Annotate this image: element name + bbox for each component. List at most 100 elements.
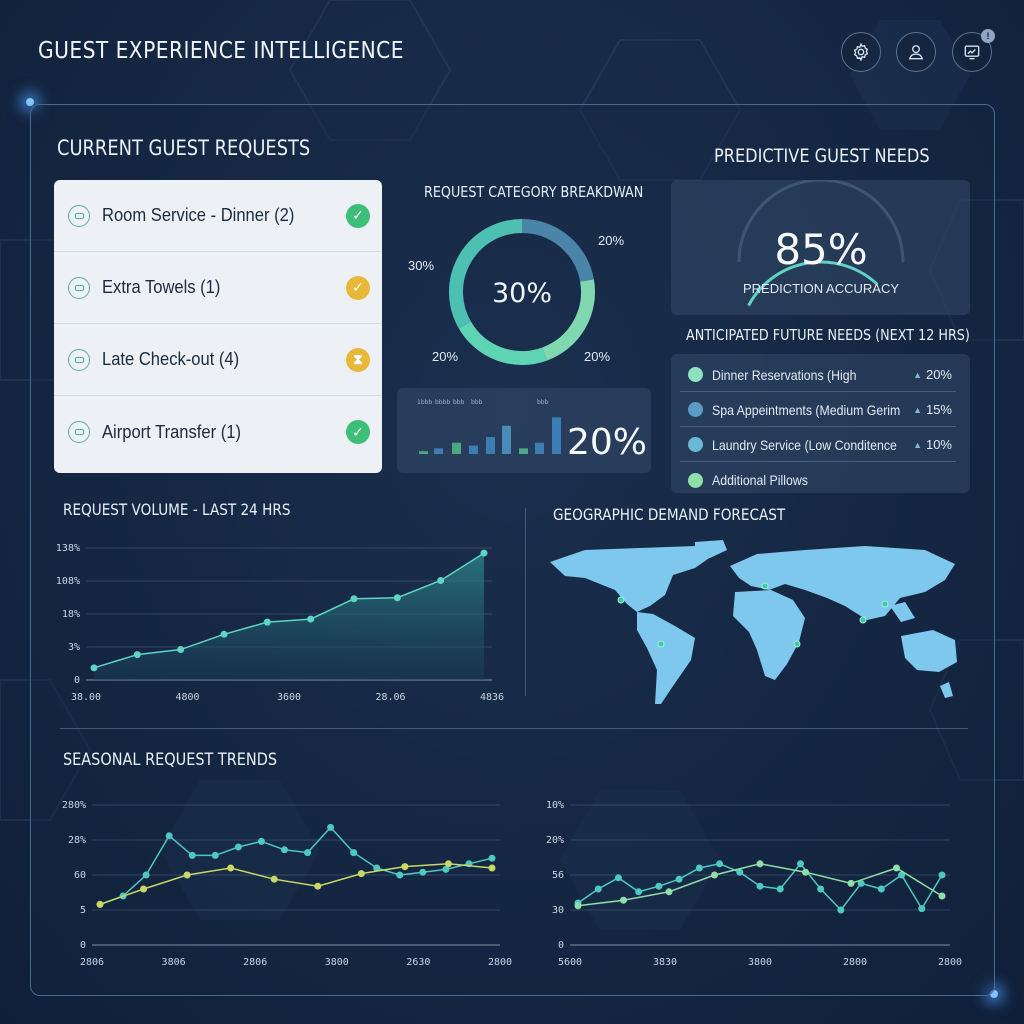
data-point [373,864,381,872]
data-point [594,885,602,893]
data-point [314,882,322,890]
future-needs-panel [671,354,970,493]
data-point [480,549,488,557]
request-row[interactable]: Late Check-out (4) ⧗ [54,324,382,396]
corner-glow-top-left [26,98,34,106]
request-row[interactable]: Room Service - Dinner (2) ✓ [54,180,382,252]
y-tick-label: 3% [68,642,80,653]
data-point [263,618,271,626]
data-point [211,851,219,859]
donut-label-top-right: 20% [598,233,624,248]
y-tick-label: 10% [546,800,564,811]
mini-bar-label: bbb [471,399,483,406]
data-point [488,864,496,872]
x-tick-label: 2800 [938,957,962,968]
request-label: Room Service - Dinner (2) [102,205,295,225]
check-icon: ✓ [346,275,370,300]
donut-label-bottom-right: 20% [584,349,610,364]
x-tick-label: 4800 [175,692,199,703]
profile-button[interactable] [896,32,936,72]
mini-bar [519,448,528,454]
data-point [401,863,409,871]
mini-bar-panel [397,388,651,473]
geo-hotspot [617,596,625,604]
check-icon: ✓ [346,203,370,228]
volume-title: REQUEST VOLUME - LAST 24 HRS [63,500,291,519]
data-point [307,615,315,623]
mini-bar-label: bbb [453,399,465,406]
data-point [393,594,401,602]
data-point [938,892,946,900]
data-point [357,870,365,878]
data-point [817,885,825,893]
future-need-row[interactable]: Dinner Reservations (High ▲ 20% [680,358,956,392]
accuracy-value: 85% [774,225,867,274]
mini-bar-label: bbbb [435,399,450,406]
vertical-divider [525,508,526,696]
future-need-label: Dinner Reservations (High [712,366,857,383]
data-point [396,871,404,879]
mini-bar [469,445,478,454]
future-need-row[interactable]: Additional Pillows [680,463,956,497]
settings-button[interactable] [841,32,881,72]
data-point [280,846,288,854]
data-point [655,882,663,890]
data-point [837,906,845,914]
horizontal-divider [60,728,968,729]
need-color-dot [688,402,703,417]
category-donut-chart: 30% 20% 20% 20% 30% [408,219,624,365]
series-line [99,826,493,906]
data-point [350,595,358,603]
x-tick-label: 2800 [488,957,512,968]
mini-bar-chart: 1bbb bbbb bbb bbb bbb 20% [417,399,647,463]
future-need-row[interactable]: Laundry Service (Low Conditence ▲ 10% [680,428,956,462]
x-tick-label: 3800 [325,957,349,968]
gear-icon [853,42,869,62]
data-point [665,888,673,896]
data-point [620,896,627,904]
service-tray-icon [68,204,90,227]
data-point [802,868,809,876]
request-label: Late Check-out (4) [102,349,240,369]
geo-hotspot [657,640,665,648]
data-point [675,875,683,883]
y-tick-label: 28% [68,835,86,846]
notification-badge: ! [981,29,995,43]
request-row[interactable]: Extra Towels (1) ✓ [54,252,382,324]
x-tick-label: 5600 [558,957,582,968]
trend-up-icon: ▲ [913,439,922,450]
mini-bar-label: 1bbb [417,399,432,406]
donut-slice [458,321,547,365]
data-point [419,868,427,876]
y-tick-label: 138% [56,543,80,554]
data-point [188,851,196,859]
need-color-dot [688,437,703,452]
check-icon: ✓ [346,420,370,444]
data-point [96,900,104,908]
data-point [635,888,643,896]
future-needs-title: ANTICIPATED FUTURE NEEDS (NEXT 12 HRS) [686,326,970,344]
user-icon [908,45,924,60]
future-need-label: Additional Pillows [712,472,808,488]
request-row[interactable]: Airport Transfer (1) ✓ [54,396,382,468]
data-point [898,871,906,879]
service-tray-icon [68,276,90,299]
data-point [796,860,804,868]
x-tick-label: 3800 [748,957,772,968]
data-point [736,868,744,876]
y-tick-label: 18% [62,609,80,620]
series-line [93,552,485,669]
data-point [776,885,784,893]
seasonal-line-chart-left: 0 5 60 28% 280% 2806 3806 2806 3800 2630 2800 [62,800,512,968]
need-color-dot [688,472,703,488]
mini-bar [434,448,443,454]
donut-center-label: 30% [492,278,552,309]
data-point [756,882,764,890]
data-point [444,860,452,868]
y-tick-label: 60 [74,870,86,881]
donut-slice [521,219,594,283]
data-point [893,864,900,872]
future-need-row[interactable]: Spa Appeintments (Medium Gerim ▲ 15% [680,393,956,427]
analytics-button[interactable]: ! [952,29,995,72]
x-tick-label: 3600 [277,692,301,703]
